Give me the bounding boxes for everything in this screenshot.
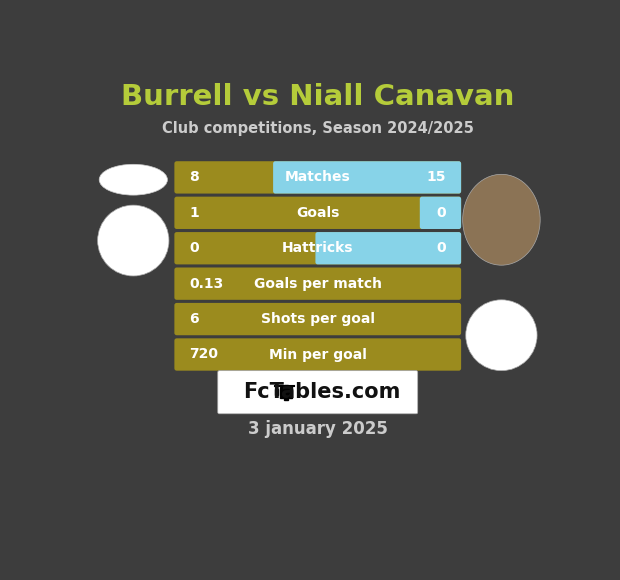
Text: Shots per goal: Shots per goal — [261, 312, 374, 326]
FancyBboxPatch shape — [273, 161, 461, 194]
FancyBboxPatch shape — [174, 232, 461, 264]
Circle shape — [466, 300, 537, 371]
Text: Hattricks: Hattricks — [282, 241, 353, 255]
Text: 0: 0 — [436, 241, 446, 255]
Text: 0: 0 — [189, 241, 199, 255]
Ellipse shape — [99, 164, 167, 195]
Text: Matches: Matches — [285, 171, 351, 184]
Text: FcTables.com: FcTables.com — [243, 382, 401, 403]
Text: 3 january 2025: 3 january 2025 — [248, 420, 388, 438]
Circle shape — [98, 205, 169, 276]
FancyBboxPatch shape — [218, 371, 418, 414]
Text: 0.13: 0.13 — [189, 277, 223, 291]
FancyBboxPatch shape — [174, 161, 461, 194]
FancyBboxPatch shape — [174, 338, 461, 371]
FancyBboxPatch shape — [174, 303, 461, 335]
Text: 6: 6 — [189, 312, 199, 326]
FancyBboxPatch shape — [289, 386, 292, 398]
Text: Burrell vs Niall Canavan: Burrell vs Niall Canavan — [121, 82, 515, 111]
Text: 8: 8 — [189, 171, 199, 184]
Ellipse shape — [463, 175, 540, 265]
Text: Goals per match: Goals per match — [254, 277, 382, 291]
Text: 1: 1 — [189, 206, 199, 220]
Text: Club competitions, Season 2024/2025: Club competitions, Season 2024/2025 — [162, 121, 474, 136]
Text: Min per goal: Min per goal — [269, 347, 366, 361]
FancyBboxPatch shape — [280, 387, 283, 398]
Text: 720: 720 — [189, 347, 218, 361]
FancyBboxPatch shape — [316, 232, 461, 264]
FancyBboxPatch shape — [420, 197, 461, 229]
Text: 15: 15 — [427, 171, 446, 184]
FancyBboxPatch shape — [275, 389, 278, 396]
FancyBboxPatch shape — [285, 385, 288, 400]
Text: 0: 0 — [436, 206, 446, 220]
Text: Goals: Goals — [296, 206, 339, 220]
FancyBboxPatch shape — [174, 267, 461, 300]
FancyBboxPatch shape — [174, 197, 461, 229]
